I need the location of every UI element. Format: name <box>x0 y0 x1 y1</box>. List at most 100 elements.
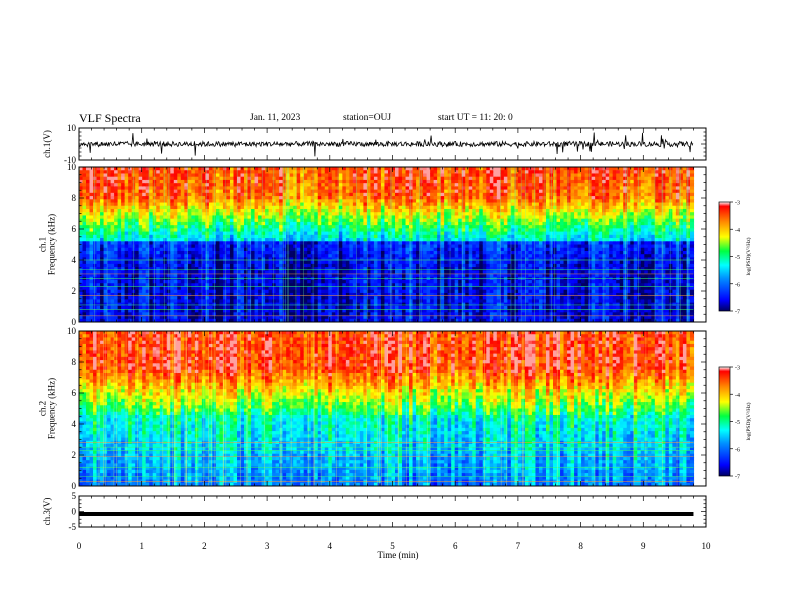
spectrogram-cell <box>96 250 101 255</box>
spectrogram-cell <box>370 286 375 291</box>
spectrogram-cell <box>352 254 357 259</box>
spectrogram-cell <box>282 244 287 249</box>
spectrogram-cell <box>110 263 115 268</box>
spectrogram-cell <box>131 205 136 210</box>
spectrogram-cell <box>124 270 129 275</box>
spectrogram-cell <box>430 296 435 300</box>
spectrogram-cell <box>135 305 140 310</box>
spectrogram-cell <box>356 305 361 310</box>
spectrogram-cell <box>423 299 428 304</box>
spectrogram-cell <box>356 173 361 178</box>
spectrogram-cell <box>131 234 136 239</box>
spectrogram-cell <box>131 260 136 265</box>
spectrogram-cell <box>409 234 414 239</box>
spectrogram-cell <box>317 199 322 204</box>
spectrogram-cell <box>240 199 245 204</box>
spectrogram-cell <box>377 208 382 213</box>
spectrogram-cell <box>387 231 393 236</box>
spectrogram-cell <box>240 221 245 226</box>
spectrogram-cell <box>212 170 217 175</box>
spectrogram-cell <box>103 196 108 200</box>
spectrogram-cell <box>110 318 115 322</box>
spectrogram-cell <box>296 238 301 242</box>
spectrogram-cell <box>398 167 403 171</box>
spectrogram-cell <box>289 212 294 217</box>
spectrogram-cell <box>170 273 175 278</box>
spectrogram-cell <box>145 196 150 200</box>
spectrogram-cell <box>282 208 287 213</box>
spectrogram-cell <box>219 167 224 171</box>
spectrogram-cell <box>402 183 407 187</box>
spectrogram-cell <box>212 241 217 246</box>
spectrogram-cell <box>349 179 354 184</box>
spectrogram-cell <box>89 208 94 213</box>
spectrogram-cell <box>173 231 178 236</box>
spectrogram-cell <box>254 189 259 194</box>
spectrogram-cell <box>254 231 259 236</box>
spectrogram-cell <box>233 270 238 275</box>
spectrogram-cell <box>391 183 396 187</box>
spectrogram-cell <box>380 289 386 294</box>
spectrogram-cell <box>303 273 308 278</box>
spectrogram-cell <box>317 176 322 181</box>
spectrogram-cell <box>275 305 280 310</box>
spectrogram-cell <box>117 183 122 187</box>
spectrogram-cell <box>391 257 396 262</box>
spectrogram-cell <box>289 189 294 194</box>
spectrogram-cell <box>405 196 410 200</box>
spectrogram-cell <box>307 221 312 226</box>
spectrogram-cell <box>265 234 270 239</box>
spectrogram-cell <box>342 173 347 178</box>
spectrogram-cell <box>423 254 428 259</box>
spectrogram-cell <box>226 270 231 275</box>
spectrogram-cell <box>226 234 231 239</box>
spectrogram-cell <box>331 292 336 297</box>
spectrogram-cell <box>317 254 322 259</box>
spectrogram-cell <box>184 257 189 262</box>
spectrogram-cell <box>310 260 315 265</box>
spectrogram-cell <box>103 263 108 268</box>
spectrogram-cell <box>342 318 347 322</box>
spectrogram-cell <box>384 202 389 207</box>
spectrogram-cell <box>409 318 414 322</box>
spectrogram-cell <box>180 196 185 200</box>
spectrogram-cell <box>359 289 365 294</box>
spectrogram-cell <box>310 299 315 304</box>
spectrogram-cell <box>117 302 122 307</box>
spectrogram-cell <box>237 167 242 171</box>
spectrogram-cell <box>163 228 168 233</box>
spectrogram-cell <box>279 170 284 175</box>
spectrogram-cell <box>314 205 319 210</box>
spectrogram-cell <box>180 234 185 239</box>
spectrogram-cell <box>254 292 259 297</box>
spectrogram-cell <box>279 192 284 197</box>
spectrogram-cell <box>437 299 442 304</box>
spectrogram-cell <box>82 263 87 268</box>
spectrogram-cell <box>426 202 431 207</box>
spectrogram-cell <box>166 299 171 304</box>
spectrogram-cell <box>419 247 424 252</box>
spectrogram-cell <box>201 202 206 207</box>
spectrogram-cell <box>187 312 192 317</box>
spectrogram-cell <box>384 312 389 317</box>
spectrogram-cell <box>198 215 203 220</box>
spectrogram-cell <box>152 218 157 223</box>
spectrogram-cell <box>205 231 210 236</box>
spectrogram-cell <box>114 202 119 207</box>
spectrogram-cell <box>317 312 322 317</box>
spectrogram-cell <box>324 167 329 171</box>
spectrogram-cell <box>440 186 445 191</box>
spectrogram-cell <box>82 283 87 288</box>
spectrogram-cell <box>366 238 372 242</box>
spectrogram-cell <box>110 167 115 171</box>
spectrogram-cell <box>384 179 389 184</box>
spectrogram-cell <box>331 241 336 246</box>
spectrogram-cell <box>149 167 154 171</box>
spectrogram-cell <box>282 292 287 297</box>
spectrogram-cell <box>370 299 375 304</box>
spectrogram-cell <box>293 315 298 320</box>
spectrogram-cell <box>282 231 287 236</box>
spectrogram-cell <box>395 186 400 191</box>
spectrogram-cell <box>247 241 252 246</box>
spectrogram-cell <box>128 312 133 317</box>
